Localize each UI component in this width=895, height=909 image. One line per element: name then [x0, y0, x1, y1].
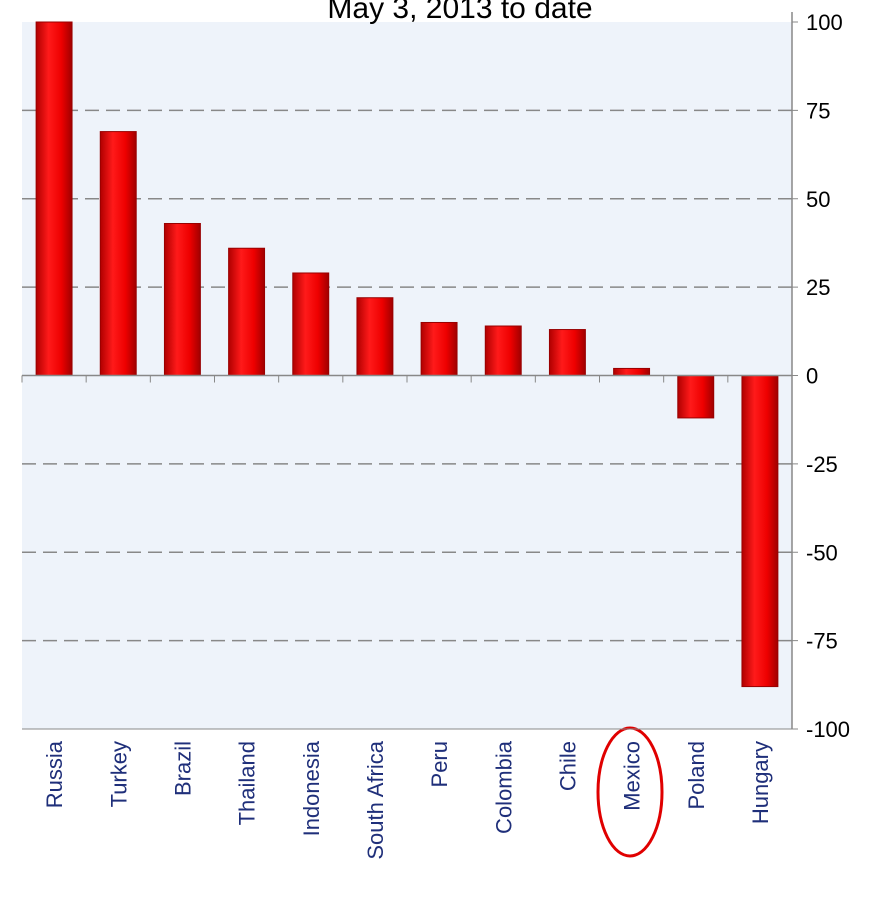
y-tick-label: 50	[806, 187, 830, 212]
bar	[484, 325, 522, 377]
chart-title: May 3, 2013 to date	[327, 0, 592, 25]
x-tick-label: Thailand	[235, 741, 260, 825]
x-tick-label: Russia	[42, 740, 67, 808]
y-tick-label: 25	[806, 275, 830, 300]
bar	[163, 222, 201, 376]
bar	[228, 247, 266, 377]
y-tick-label: -25	[806, 452, 838, 477]
bar	[613, 367, 651, 376]
x-tick-label: Poland	[684, 741, 709, 810]
highlight-circle	[596, 726, 664, 858]
bar	[677, 375, 715, 419]
x-tick-label: Peru	[427, 741, 452, 787]
bar	[292, 272, 330, 376]
x-tick-label: Brazil	[170, 741, 195, 796]
x-tick-label: Chile	[555, 741, 580, 791]
x-tick-label: Hungary	[748, 741, 773, 824]
y-tick-label: -100	[806, 717, 850, 742]
x-tick-label: South Africa	[363, 740, 388, 859]
y-tick-label: 75	[806, 98, 830, 123]
y-tick-label: 0	[806, 364, 818, 389]
bar	[99, 131, 137, 376]
x-tick-label: Colombia	[491, 740, 516, 834]
bar	[356, 297, 394, 377]
bar	[420, 321, 458, 377]
x-tick-label: Mexico	[620, 741, 645, 811]
y-tick-label: 100	[806, 10, 843, 35]
x-tick-label: Turkey	[106, 741, 131, 807]
bar	[35, 21, 73, 376]
bar	[741, 375, 779, 688]
y-tick-label: -50	[806, 540, 838, 565]
y-tick-label: -75	[806, 629, 838, 654]
x-tick-label: Indonesia	[299, 740, 324, 836]
bar	[548, 329, 586, 377]
